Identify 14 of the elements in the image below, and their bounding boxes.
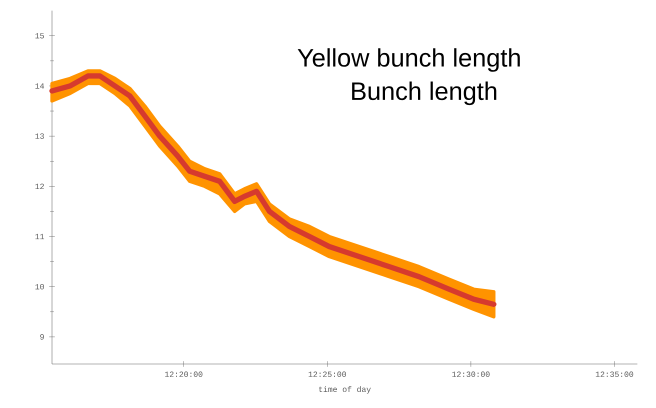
text: Bunch length bbox=[352, 82, 496, 106]
y-tick-label: 9 bbox=[40, 334, 44, 340]
x-tick-label: 12:35:00 bbox=[596, 372, 634, 377]
x-tick-label: 12:25:00 bbox=[308, 372, 346, 377]
y-tick-label: 11 bbox=[35, 234, 44, 240]
y-tick-label: 10 bbox=[35, 284, 44, 290]
x-axis-title: time of day bbox=[319, 386, 371, 394]
y-tick-label: 12 bbox=[35, 184, 44, 190]
y-tick-label: 15 bbox=[35, 33, 44, 38]
y-tick-label: 14 bbox=[35, 83, 44, 89]
x-tick-label: 12:20:00 bbox=[165, 372, 202, 377]
y-tick-label: 13 bbox=[35, 133, 44, 139]
text: Yellow bunch length bbox=[298, 48, 520, 72]
x-tick-label: 12:30:00 bbox=[452, 372, 490, 377]
